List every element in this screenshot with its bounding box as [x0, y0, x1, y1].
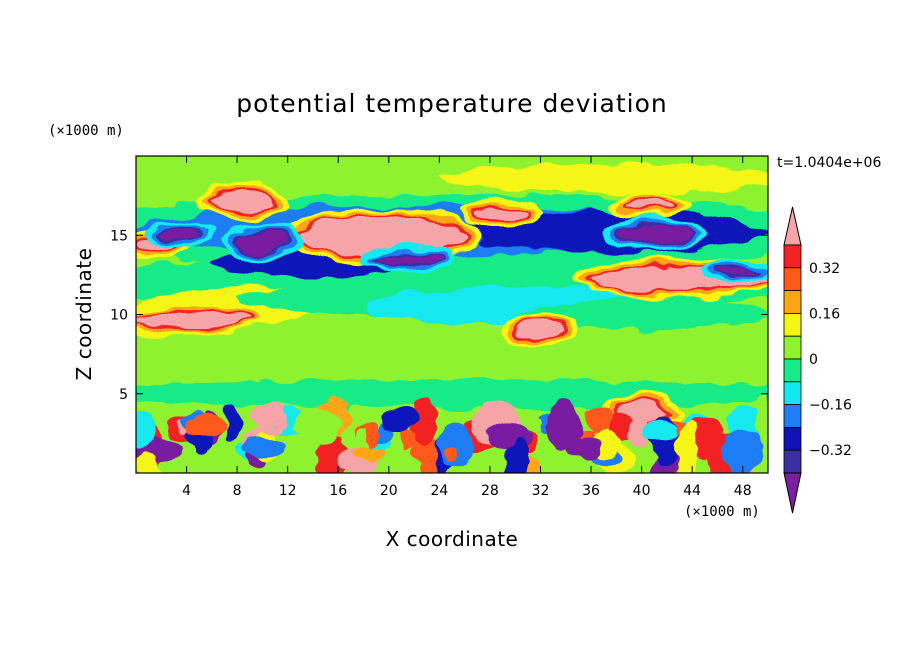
boundary-layer-cell: [565, 438, 601, 460]
colorbar: 0.32 0.16 0 −0.16 −0.32: [783, 206, 852, 514]
boundary-layer-cell: [505, 437, 529, 473]
colorbar-label: −0.32: [809, 443, 852, 459]
x-tick-label: 36: [582, 483, 600, 499]
colorbar-label: 0.16: [809, 306, 840, 322]
field-feature: [477, 206, 528, 220]
x-axis-label: X coordinate: [386, 527, 519, 551]
field-feature: [161, 230, 200, 239]
y-tick-label: 10: [110, 308, 128, 324]
x-tick-label: 28: [481, 483, 499, 499]
contour-field: [136, 156, 768, 473]
boundary-layer-cell: [186, 414, 225, 439]
colorbar-segment: [783, 312, 802, 337]
x-tick-label: 12: [279, 483, 297, 499]
time-label: t=1.0404e+06: [777, 155, 881, 171]
boundary-layer-cell: [644, 420, 676, 445]
field-feature: [300, 216, 465, 256]
boundary-layer-cell: [546, 397, 582, 450]
boundary-layer-cell: [755, 395, 768, 440]
field-feature: [376, 254, 440, 264]
field-feature: [717, 266, 756, 274]
field-feature: [616, 225, 693, 242]
colorbar-label: 0: [809, 352, 818, 368]
colorbar-extend-max: [783, 206, 802, 246]
boundary-layer-cell: [295, 405, 341, 446]
x-axis: 4 8 12 16 20 24 28 32 36 40 44 48: [182, 156, 752, 499]
colorbar-segment: [783, 381, 802, 405]
field-feature: [211, 190, 276, 212]
x-tick-label: 20: [380, 483, 398, 499]
x-axis-unit: (×1000 m): [684, 504, 760, 520]
x-tick-label: 8: [233, 483, 242, 499]
x-tick-label: 48: [734, 483, 752, 499]
colorbar-segment: [783, 426, 802, 451]
colorbar-segment: [783, 449, 802, 474]
colorbar-segment: [783, 358, 802, 383]
boundary-layer-cell: [381, 410, 418, 432]
y-axis-label: Z coordinate: [72, 248, 96, 381]
field-feature: [515, 320, 566, 337]
colorbar-segment: [783, 290, 802, 314]
boundary-layer-cell: [411, 397, 438, 445]
boundary-layer-cell: [442, 444, 458, 461]
field-region: [136, 335, 768, 383]
boundary-layer-cell: [588, 405, 612, 434]
x-tick-label: 32: [532, 483, 550, 499]
boundary-layer-cell: [625, 418, 653, 450]
plot-area: [136, 156, 768, 473]
boundary-layer-cell: [225, 403, 241, 442]
y-axis-unit: (×1000 m): [48, 123, 124, 139]
boundary-layer-cell: [399, 426, 414, 450]
field-feature: [136, 311, 250, 328]
x-tick-label: 16: [329, 483, 347, 499]
boundary-layer-cell: [136, 408, 155, 450]
x-tick-label: 24: [430, 483, 448, 499]
y-tick-label: 5: [119, 387, 128, 403]
field-region: [136, 379, 768, 409]
colorbar-label: 0.32: [809, 261, 840, 277]
boundary-layer-cell: [722, 427, 763, 473]
boundary-layer-cell: [438, 424, 474, 468]
field-region: [439, 163, 768, 193]
y-axis: 5 10 15: [110, 228, 768, 403]
x-tick-label: 4: [182, 483, 191, 499]
colorbar-segment: [783, 244, 802, 269]
colorbar-segment: [783, 267, 802, 291]
field-region: [515, 298, 768, 331]
field-feature: [622, 200, 674, 210]
boundary-layer-cell: [136, 450, 160, 473]
boundary-layer-cell: [250, 405, 289, 435]
x-tick-label: 40: [633, 483, 651, 499]
field-feature: [237, 232, 288, 252]
colorbar-label: −0.16: [809, 398, 852, 414]
chart-title: potential temperature deviation: [236, 89, 667, 118]
y-tick-label: 15: [110, 228, 128, 244]
boundary-layer-cell: [349, 446, 386, 464]
colorbar-segment: [783, 335, 802, 360]
boundary-layer-cell: [244, 439, 284, 456]
colorbar-segment: [783, 404, 802, 428]
colorbar-extend-min: [783, 472, 802, 514]
x-tick-label: 44: [683, 483, 701, 499]
boundary-layer-cell: [675, 420, 698, 473]
